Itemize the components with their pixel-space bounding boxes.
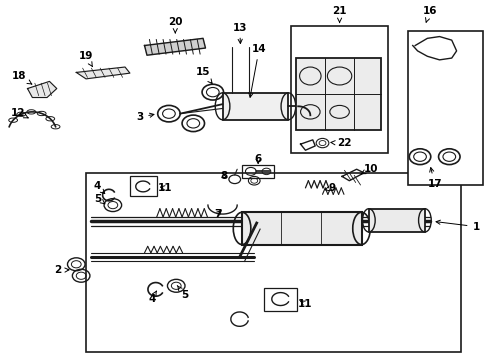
Text: 19: 19 <box>79 51 93 67</box>
Text: 13: 13 <box>232 23 246 44</box>
Bar <box>242 165 273 178</box>
Text: 2: 2 <box>55 265 69 275</box>
Text: 15: 15 <box>195 67 212 84</box>
Bar <box>233 97 247 107</box>
Bar <box>295 58 380 130</box>
Text: 4: 4 <box>148 291 156 304</box>
Text: 11: 11 <box>298 299 312 309</box>
Bar <box>407 31 483 185</box>
Bar <box>290 26 387 153</box>
Text: 8: 8 <box>220 171 227 181</box>
Bar <box>86 173 461 352</box>
Text: 16: 16 <box>422 6 436 22</box>
Text: 17: 17 <box>427 168 441 189</box>
Text: 12: 12 <box>10 108 28 118</box>
Bar <box>264 288 297 311</box>
Bar <box>222 93 288 120</box>
Text: 21: 21 <box>332 6 346 22</box>
Bar <box>242 212 361 244</box>
Polygon shape <box>144 39 205 55</box>
Text: 20: 20 <box>168 17 182 33</box>
Text: 9: 9 <box>325 183 335 193</box>
Text: 7: 7 <box>214 209 221 219</box>
Text: 14: 14 <box>248 44 266 97</box>
Text: 4: 4 <box>93 181 104 194</box>
Bar <box>130 176 157 196</box>
Text: 3: 3 <box>136 112 154 122</box>
Text: 22: 22 <box>330 139 351 148</box>
Text: 1: 1 <box>435 220 479 231</box>
Text: 5: 5 <box>94 194 104 204</box>
Text: 6: 6 <box>254 154 261 164</box>
Polygon shape <box>76 67 130 79</box>
Text: 18: 18 <box>12 71 32 84</box>
Polygon shape <box>27 81 57 98</box>
Text: 5: 5 <box>177 285 188 301</box>
Text: 11: 11 <box>158 183 172 193</box>
Bar <box>368 209 424 232</box>
Text: 10: 10 <box>360 163 378 174</box>
